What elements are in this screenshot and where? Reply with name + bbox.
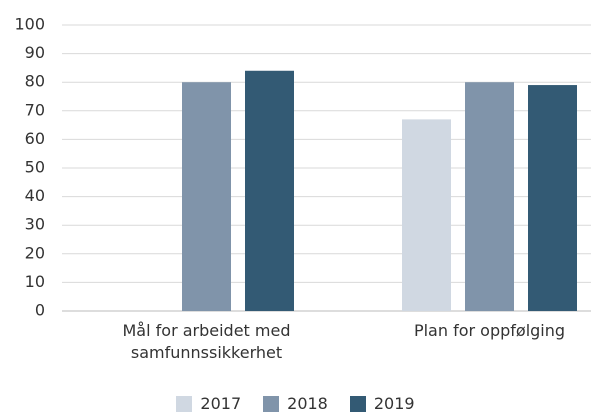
legend-item: 2017 xyxy=(176,394,241,413)
legend: 2017 2018 2019 xyxy=(0,394,591,413)
legend-swatch xyxy=(349,395,366,412)
legend-label: 2017 xyxy=(200,394,242,413)
y-tick-label: 100 xyxy=(14,15,45,34)
y-tick-label: 90 xyxy=(25,43,45,62)
legend-label: 2019 xyxy=(373,394,415,413)
legend-label: 2018 xyxy=(287,394,328,413)
y-tick-label: 80 xyxy=(25,72,45,91)
bar xyxy=(402,119,451,311)
bar xyxy=(245,70,294,311)
y-tick-label: 10 xyxy=(25,272,45,291)
y-tick-label: 30 xyxy=(25,215,45,234)
y-tick-label: 50 xyxy=(25,158,45,177)
y-tick-label: 40 xyxy=(25,186,45,205)
legend-swatch xyxy=(263,395,280,412)
x-tick-label: Mål for arbeidet med samfunnssikkerhet xyxy=(122,321,291,362)
bar xyxy=(465,82,514,311)
y-tick-label: 60 xyxy=(25,129,45,148)
legend-item: 2019 xyxy=(349,394,415,413)
y-tick-label: 0 xyxy=(35,301,45,320)
y-tick-label: 70 xyxy=(25,100,45,119)
bar xyxy=(528,85,577,311)
legend-item: 2018 xyxy=(263,394,328,413)
legend-swatch xyxy=(176,395,193,412)
x-tick-label: Plan for oppfølging xyxy=(413,321,566,340)
y-tick-label: 20 xyxy=(25,243,45,262)
bar xyxy=(182,82,231,311)
